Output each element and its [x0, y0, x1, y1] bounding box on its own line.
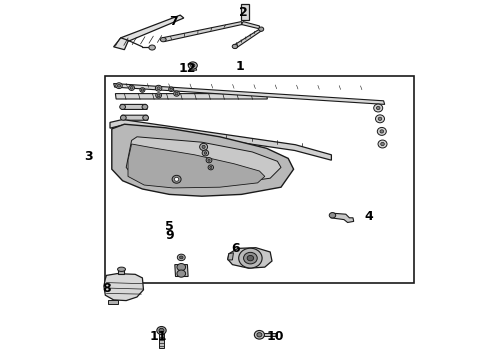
Ellipse shape [199, 143, 208, 150]
Ellipse shape [257, 333, 262, 337]
Text: 2: 2 [239, 6, 247, 19]
Text: 7: 7 [169, 15, 177, 28]
Ellipse shape [174, 177, 179, 181]
Polygon shape [234, 28, 262, 48]
Ellipse shape [142, 104, 148, 109]
Ellipse shape [177, 264, 186, 271]
Ellipse shape [141, 89, 144, 91]
Polygon shape [159, 332, 164, 348]
Ellipse shape [375, 115, 385, 123]
Polygon shape [265, 333, 277, 336]
Text: 4: 4 [365, 210, 373, 222]
Polygon shape [112, 124, 294, 196]
Text: 12: 12 [179, 62, 196, 75]
Ellipse shape [259, 27, 264, 31]
Ellipse shape [118, 84, 121, 87]
Ellipse shape [118, 267, 125, 271]
Polygon shape [108, 300, 118, 304]
Ellipse shape [204, 152, 207, 154]
Ellipse shape [160, 37, 166, 42]
Text: 9: 9 [165, 229, 174, 242]
Text: 8: 8 [102, 282, 111, 294]
Ellipse shape [376, 107, 380, 110]
Ellipse shape [177, 270, 186, 277]
Polygon shape [242, 22, 259, 29]
Polygon shape [118, 269, 124, 274]
Polygon shape [175, 265, 188, 276]
Polygon shape [242, 4, 248, 20]
Ellipse shape [206, 158, 212, 163]
Ellipse shape [156, 93, 162, 98]
Ellipse shape [377, 127, 386, 135]
Ellipse shape [239, 248, 262, 268]
Polygon shape [114, 84, 385, 104]
Ellipse shape [381, 143, 384, 146]
Ellipse shape [157, 87, 160, 90]
Ellipse shape [247, 256, 254, 261]
Ellipse shape [188, 62, 197, 69]
Ellipse shape [159, 328, 164, 333]
Text: 6: 6 [232, 242, 240, 255]
Ellipse shape [232, 44, 238, 49]
Ellipse shape [378, 140, 387, 148]
Ellipse shape [120, 104, 125, 109]
Polygon shape [190, 68, 197, 70]
Ellipse shape [140, 88, 145, 92]
Text: 5: 5 [165, 220, 174, 233]
Ellipse shape [380, 130, 384, 133]
Ellipse shape [130, 86, 133, 89]
Polygon shape [116, 94, 268, 99]
Ellipse shape [208, 159, 210, 161]
Ellipse shape [121, 115, 126, 120]
Ellipse shape [210, 166, 212, 168]
Text: 10: 10 [267, 330, 284, 343]
Ellipse shape [202, 150, 209, 156]
Polygon shape [121, 104, 147, 109]
Text: 1: 1 [235, 60, 244, 73]
Ellipse shape [143, 115, 148, 120]
Ellipse shape [378, 117, 382, 120]
Ellipse shape [169, 87, 174, 91]
Ellipse shape [116, 83, 122, 89]
Polygon shape [228, 253, 233, 260]
Ellipse shape [244, 252, 257, 264]
Ellipse shape [174, 91, 179, 96]
Ellipse shape [155, 85, 162, 91]
Polygon shape [110, 120, 331, 160]
Text: 3: 3 [84, 150, 93, 163]
Ellipse shape [157, 327, 166, 334]
Polygon shape [114, 15, 184, 50]
Ellipse shape [129, 85, 134, 90]
Ellipse shape [329, 212, 336, 218]
Polygon shape [228, 248, 272, 268]
Ellipse shape [374, 104, 383, 112]
Text: 11: 11 [150, 330, 168, 343]
Polygon shape [126, 137, 281, 184]
Ellipse shape [175, 92, 178, 95]
Ellipse shape [177, 254, 185, 261]
Polygon shape [104, 274, 144, 301]
Polygon shape [122, 115, 148, 120]
Ellipse shape [170, 88, 172, 90]
Ellipse shape [254, 330, 265, 339]
Ellipse shape [157, 94, 160, 97]
Polygon shape [162, 22, 242, 41]
Ellipse shape [172, 175, 181, 183]
Ellipse shape [191, 64, 195, 67]
Ellipse shape [179, 256, 183, 259]
Ellipse shape [208, 165, 214, 170]
Ellipse shape [149, 45, 155, 50]
Polygon shape [331, 213, 354, 222]
Ellipse shape [202, 145, 205, 148]
Polygon shape [128, 144, 265, 188]
